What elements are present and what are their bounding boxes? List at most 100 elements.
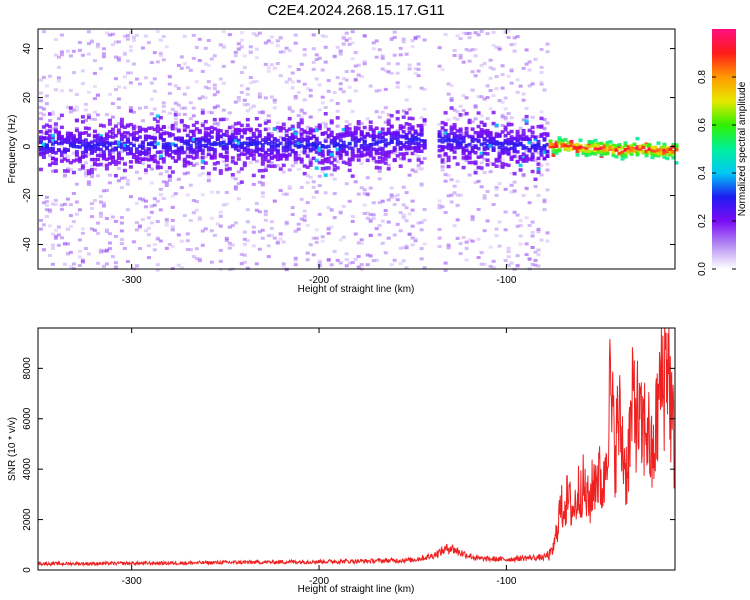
spectrogram-cell <box>491 162 496 166</box>
spectrogram-cell <box>467 160 472 165</box>
spectrogram-cell <box>287 184 292 188</box>
spectrogram-cell <box>482 131 487 135</box>
spectrogram-cell <box>497 182 502 185</box>
spectrogram-cell <box>38 111 43 115</box>
spectrogram-cell <box>209 111 214 115</box>
spectrogram-cell <box>323 125 328 129</box>
spectrogram-cell <box>452 136 457 140</box>
spectrogram-cell <box>71 159 76 163</box>
spectrogram-cell <box>50 110 55 114</box>
spectrogram-cell <box>353 143 358 148</box>
spectrogram-cell <box>239 128 244 133</box>
spectrogram-cell <box>473 160 478 164</box>
spectrogram-cell <box>641 143 646 148</box>
spectrogram-cell <box>50 146 55 151</box>
spectrogram-cell <box>98 248 103 252</box>
spectrogram-cell <box>224 163 229 167</box>
spectrogram-cell <box>320 95 325 99</box>
spectrogram-cell <box>536 139 541 144</box>
spectrogram-cell <box>602 148 607 152</box>
spectrogram-cell <box>134 160 139 164</box>
spectrogram-cell <box>44 147 49 152</box>
spectrogram-cell <box>257 134 262 138</box>
spectrogram-cell <box>164 181 169 184</box>
spectrogram-cell <box>185 139 190 143</box>
spectrogram-cell <box>263 158 268 162</box>
spectrogram-cell <box>305 201 310 205</box>
spectrogram-cell <box>122 131 127 135</box>
spectrogram-cell <box>386 236 391 240</box>
spectrogram-cell <box>266 234 271 238</box>
spectrogram-cell <box>608 140 613 144</box>
spectrogram-cell <box>266 132 271 136</box>
spectrogram-cell <box>443 111 448 115</box>
spectrogram-cell <box>329 208 334 212</box>
spectrogram-cell <box>656 148 661 152</box>
spectrogram-cell <box>512 189 517 193</box>
spectrogram-cell <box>50 138 55 143</box>
spectrogram-cell <box>506 263 511 267</box>
spectrogram-cell <box>446 164 451 169</box>
spectrogram-cell <box>461 165 466 170</box>
spectrogram-cell <box>344 150 349 155</box>
colorbar-tick-label: 0.8 <box>697 70 708 84</box>
spectrogram-cell <box>314 150 319 154</box>
spectrogram-cell <box>542 208 547 212</box>
spectrogram-cell <box>182 172 187 176</box>
spectrogram-cell <box>227 268 232 272</box>
spectrogram-cell <box>287 127 292 131</box>
spectrogram-cell <box>398 124 403 128</box>
spectrogram-cell <box>233 185 238 189</box>
spectrogram-cell <box>377 160 382 164</box>
spectrogram-cell <box>386 62 391 66</box>
spectrogram-cell <box>536 124 541 129</box>
spectrogram-cell <box>476 146 481 151</box>
spectrogram-cell <box>365 216 370 220</box>
spectrogram-cell <box>290 164 295 168</box>
spectrogram-cell <box>440 126 445 130</box>
spectrogram-cell <box>218 169 223 173</box>
spectrogram-cell <box>101 164 106 168</box>
spectrogram-cell <box>650 155 655 160</box>
spectrogram-cell <box>209 147 214 151</box>
spectrogram-cell <box>182 150 187 155</box>
spectrogram-cell <box>482 146 487 150</box>
spectrogram-cell <box>71 192 76 195</box>
spectrogram-cell <box>482 122 487 127</box>
spectrogram-cell <box>311 134 316 138</box>
spectrogram-cell <box>566 144 571 149</box>
spectrogram-cell <box>50 133 55 138</box>
spectrogram-cell <box>227 242 232 246</box>
spectrogram-cell <box>527 68 532 72</box>
spectrogram-cell <box>98 147 103 152</box>
spectrogram-cell <box>335 142 340 146</box>
spectrogram-cell <box>353 232 358 236</box>
spectrogram-cell <box>530 158 535 162</box>
spectrogram-cell <box>371 156 376 160</box>
spectrogram-cell <box>116 140 121 145</box>
spectrogram-cell <box>203 227 208 231</box>
spectrogram-cell <box>131 141 136 145</box>
spectrogram-cell <box>263 127 268 132</box>
spectrogram-cell <box>146 226 151 230</box>
spectrogram-cell <box>503 115 508 119</box>
spectrogram-cell <box>200 159 205 164</box>
spectrogram-cell <box>362 134 367 139</box>
spectrogram-cell <box>455 110 460 114</box>
spectrogram-cell <box>524 154 529 158</box>
spectrogram-cell <box>347 122 352 126</box>
spectrogram-cell <box>371 213 376 217</box>
spectrogram-cell <box>116 40 121 44</box>
spectrogram-cell <box>467 59 472 63</box>
spectrogram-cell <box>101 140 106 144</box>
spectrogram-cell <box>530 234 535 238</box>
spectrogram-cell <box>503 30 508 34</box>
spectrogram-cell <box>131 110 136 114</box>
spectrogram-cell <box>404 151 409 156</box>
spectrogram-cell <box>245 92 250 96</box>
spectrogram-cell <box>233 138 238 142</box>
spectrogram-cell <box>482 262 487 266</box>
spectrogram-cell <box>362 142 367 146</box>
spectrogram-cell <box>263 209 268 213</box>
spectrogram-cell <box>476 256 481 259</box>
